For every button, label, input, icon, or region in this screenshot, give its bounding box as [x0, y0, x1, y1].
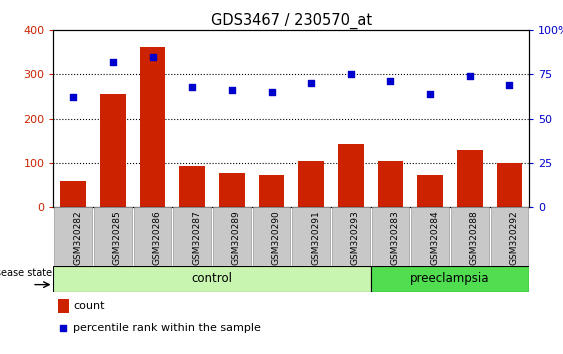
Bar — [100, 94, 126, 207]
Point — [386, 79, 395, 84]
Point — [346, 72, 355, 77]
Bar — [60, 181, 86, 207]
Text: count: count — [73, 301, 105, 311]
Text: preeclampsia: preeclampsia — [410, 272, 490, 285]
Text: percentile rank within the sample: percentile rank within the sample — [73, 323, 261, 333]
Bar — [180, 166, 205, 207]
Text: control: control — [191, 272, 233, 285]
FancyBboxPatch shape — [372, 207, 409, 266]
Bar — [298, 161, 324, 207]
Bar — [338, 144, 364, 207]
FancyBboxPatch shape — [253, 207, 291, 266]
Point — [227, 87, 236, 93]
Point — [187, 84, 196, 90]
FancyBboxPatch shape — [370, 266, 529, 292]
FancyBboxPatch shape — [332, 207, 370, 266]
Point — [307, 80, 316, 86]
Point — [148, 54, 157, 59]
Bar — [140, 47, 166, 207]
Bar — [258, 175, 284, 207]
Point — [505, 82, 514, 88]
Text: GSM320291: GSM320291 — [311, 210, 320, 265]
Text: GSM320288: GSM320288 — [470, 210, 479, 265]
FancyBboxPatch shape — [292, 207, 330, 266]
Title: GDS3467 / 230570_at: GDS3467 / 230570_at — [211, 12, 372, 29]
Text: GSM320282: GSM320282 — [73, 210, 82, 265]
Text: GSM320284: GSM320284 — [430, 210, 439, 265]
Bar — [219, 172, 245, 207]
Text: GSM320292: GSM320292 — [510, 210, 519, 265]
Text: GSM320286: GSM320286 — [153, 210, 162, 265]
Point — [59, 325, 68, 331]
FancyBboxPatch shape — [53, 266, 370, 292]
Bar — [457, 150, 482, 207]
Point — [109, 59, 118, 65]
Bar — [497, 163, 522, 207]
Text: GSM320283: GSM320283 — [391, 210, 400, 265]
Text: GSM320287: GSM320287 — [192, 210, 201, 265]
FancyBboxPatch shape — [451, 207, 489, 266]
FancyBboxPatch shape — [94, 207, 132, 266]
FancyBboxPatch shape — [55, 207, 92, 266]
Point — [69, 95, 78, 100]
Point — [426, 91, 435, 97]
Text: disease state: disease state — [0, 268, 52, 278]
Text: GSM320285: GSM320285 — [113, 210, 122, 265]
FancyBboxPatch shape — [173, 207, 211, 266]
Point — [465, 73, 474, 79]
FancyBboxPatch shape — [134, 207, 171, 266]
FancyBboxPatch shape — [490, 207, 528, 266]
Text: GSM320290: GSM320290 — [271, 210, 280, 265]
Point — [267, 89, 276, 95]
FancyBboxPatch shape — [412, 207, 449, 266]
Text: GSM320293: GSM320293 — [351, 210, 360, 265]
Bar — [417, 175, 443, 207]
FancyBboxPatch shape — [213, 207, 251, 266]
Bar — [378, 161, 403, 207]
Bar — [58, 299, 69, 313]
Text: GSM320289: GSM320289 — [232, 210, 241, 265]
